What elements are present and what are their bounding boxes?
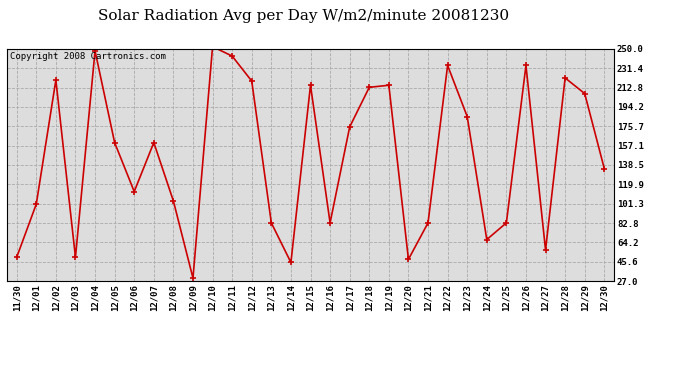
Text: Solar Radiation Avg per Day W/m2/minute 20081230: Solar Radiation Avg per Day W/m2/minute … xyxy=(98,9,509,23)
Text: Copyright 2008 Cartronics.com: Copyright 2008 Cartronics.com xyxy=(10,52,166,61)
